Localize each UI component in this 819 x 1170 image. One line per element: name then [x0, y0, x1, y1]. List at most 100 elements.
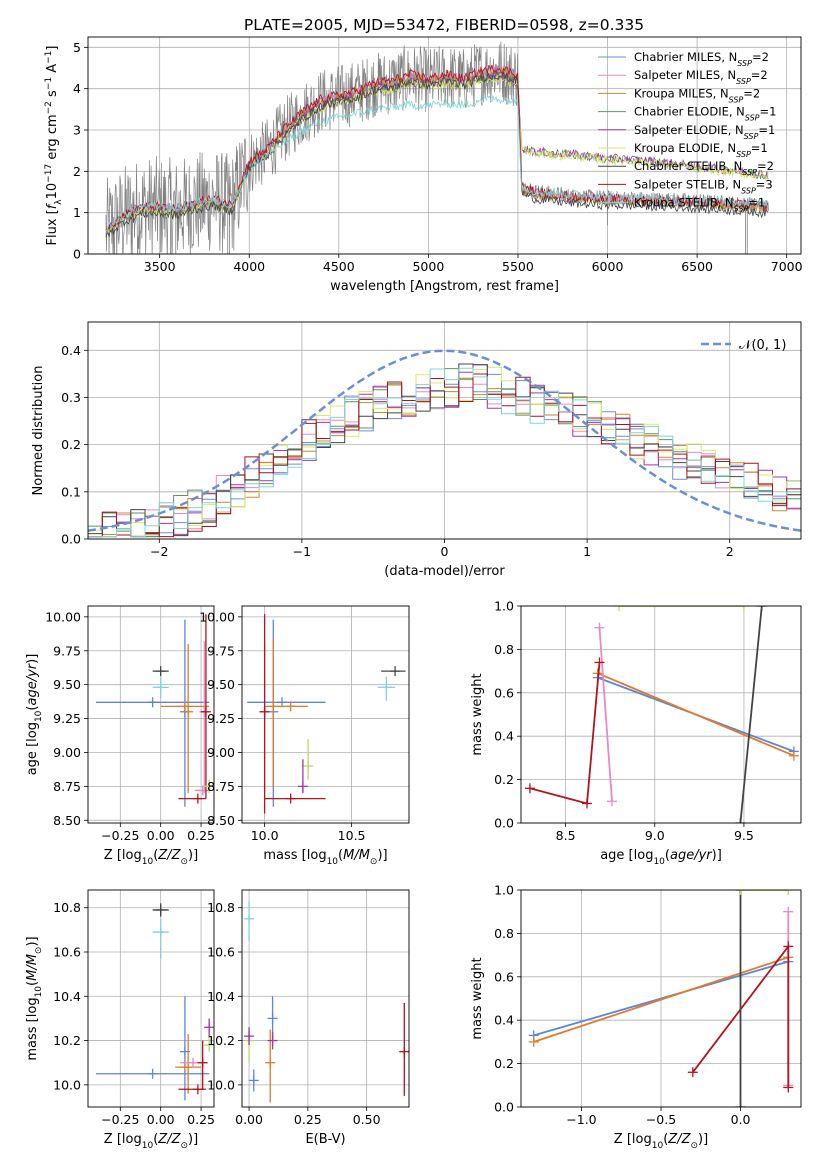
axes-frame: [87, 36, 802, 255]
x-axis-label: Z [log10(Z/Z⊙)]: [104, 1132, 198, 1151]
axes-frame: [520, 605, 802, 824]
axes-frame: [241, 605, 410, 824]
y-tick-label: 0.4: [494, 1013, 514, 1028]
data-point: [303, 738, 314, 780]
x-tick-label: −0.25: [101, 828, 139, 843]
axes-frame: [87, 321, 802, 540]
y-tick-label: 9.50: [53, 677, 81, 692]
mass-ebv-panel: 0.00 0.25 0.50 10.0 10.2 10.4 10.6 10.8 E(B-V): [207, 889, 410, 1147]
legend-entry: Kroupa MILES, NSSP=2: [634, 86, 760, 104]
data-point: [259, 614, 270, 814]
data-point: [267, 1031, 278, 1050]
y-axis-label: Flux [fλ10−17 erg cm−2 s−1 A−1]: [44, 46, 64, 246]
data-point: [265, 1029, 276, 1103]
y-axis-label: Normed distribution: [31, 366, 46, 496]
data-point: [96, 1068, 210, 1079]
x-tick-label: 10.5: [338, 828, 366, 843]
y-tick-label: 9.25: [207, 711, 235, 726]
y-tick-label: 3: [73, 123, 81, 138]
x-tick-label: 0.0: [731, 1112, 751, 1127]
figure-title: PLATE=2005, MJD=53472, FIBERID=0598, z=0…: [244, 16, 644, 34]
y-tick-label: 0.6: [494, 969, 514, 984]
y-tick-label: 10.00: [45, 609, 81, 624]
y-tick-label: 0.6: [494, 685, 514, 700]
y-tick-label: 9.75: [53, 643, 81, 658]
y-tick-label: 0.4: [494, 729, 514, 744]
data-point: [96, 697, 210, 708]
data-point: [197, 1040, 208, 1090]
y-tick-label: 10.4: [53, 989, 81, 1004]
weight-series: [614, 606, 749, 611]
y-tick-label: 10.6: [53, 945, 81, 960]
y-tick-label: 1.0: [494, 599, 514, 614]
data-point: [244, 1027, 255, 1045]
legend-entry: Salpeter MILES, NSSP=2: [634, 68, 768, 86]
y-tick-label: 10.2: [53, 1033, 81, 1048]
y-tick-label: 10.8: [207, 900, 235, 915]
weight-series: [594, 622, 617, 807]
x-tick-label: 8.5: [556, 828, 576, 843]
age-mass-panel: 10.0 10.5 8.50 8.75 9.00 9.25 9.50 9.75 10.00 mas…: [199, 605, 410, 867]
data-point: [399, 1002, 409, 1096]
legend-entry: Chabrier STELIB, NSSP=2: [634, 159, 774, 177]
y-tick-label: 8.50: [53, 813, 81, 828]
legend-entry: Chabrier MILES, NSSP=2: [634, 50, 769, 68]
x-tick-label: 0.00: [147, 1112, 175, 1127]
y-tick-label: 8.75: [53, 779, 81, 794]
spectrum-panel: 3500 4000 4500 5000 5500 6000 6500 7000 0 1 2 3 4 5 wa…: [44, 36, 803, 294]
model-spectrum-line: [105, 93, 769, 233]
weight-series: [735, 606, 767, 823]
x-tick-label: 0.00: [235, 1112, 263, 1127]
y-tick-label: 0.2: [494, 1056, 514, 1071]
data-point: [178, 1084, 206, 1095]
x-tick-label: 6500: [681, 259, 713, 274]
data-point: [204, 779, 214, 794]
data-point: [152, 676, 169, 699]
x-tick-label: 9.0: [645, 828, 665, 843]
residual-histogram: [88, 367, 801, 539]
data-point: [152, 903, 169, 917]
y-tick-label: 0.8: [494, 642, 514, 657]
x-tick-label: −1.0: [566, 1112, 596, 1127]
x-tick-label: 9.5: [734, 828, 754, 843]
axes-frame: [241, 889, 410, 1108]
data-point: [200, 614, 211, 799]
x-tick-label: 2: [726, 544, 734, 559]
legend-entry: Kroupa ELODIE, NSSP=1: [634, 141, 768, 159]
data-point: [264, 793, 326, 804]
y-tick-label: 5: [73, 40, 81, 55]
x-tick-label: 3500: [144, 259, 176, 274]
weight-series: [524, 657, 605, 809]
x-tick-label: −1: [293, 544, 311, 559]
gaussian-curve: [88, 349, 801, 532]
x-tick-label: 4000: [233, 259, 265, 274]
y-tick-label: 10.2: [207, 1033, 235, 1048]
data-point: [381, 666, 406, 677]
x-tick-label: 4500: [323, 259, 355, 274]
data-point: [268, 638, 279, 788]
y-tick-label: 8.50: [207, 813, 235, 828]
x-axis-label: mass [log10(M/M⊙)]: [263, 848, 387, 867]
y-tick-label: 0.0: [494, 1100, 514, 1115]
x-axis-label: E(B-V): [305, 1132, 345, 1147]
x-tick-label: −0.5: [646, 1112, 676, 1127]
legend-entry: 𝒩(0, 1): [739, 338, 786, 353]
legend-entry: Salpeter ELODIE, NSSP=1: [634, 123, 775, 141]
y-tick-label: 0.2: [61, 437, 81, 452]
y-tick-label: 0.2: [494, 772, 514, 787]
data-point: [204, 1038, 214, 1052]
data-point: [248, 1069, 259, 1092]
weight-series: [735, 890, 794, 895]
residuals-panel: −2 −1 0 1 2 0.0 0.1 0.2 0.3 0.4 (data-model)/error…: [31, 321, 802, 579]
x-axis-label: age [log10(age/yr)]: [600, 848, 722, 867]
y-tick-label: 1.0: [494, 883, 514, 898]
y-tick-label: 4: [73, 81, 81, 96]
data-point: [152, 918, 169, 959]
weight-series: [687, 941, 794, 1093]
y-axis-label: age [log10(age/yr)]: [25, 654, 44, 776]
x-axis-label: (data-model)/error: [384, 564, 505, 579]
x-tick-label: 0.50: [353, 1112, 381, 1127]
y-tick-label: 1: [73, 205, 81, 220]
data-point: [264, 701, 309, 712]
